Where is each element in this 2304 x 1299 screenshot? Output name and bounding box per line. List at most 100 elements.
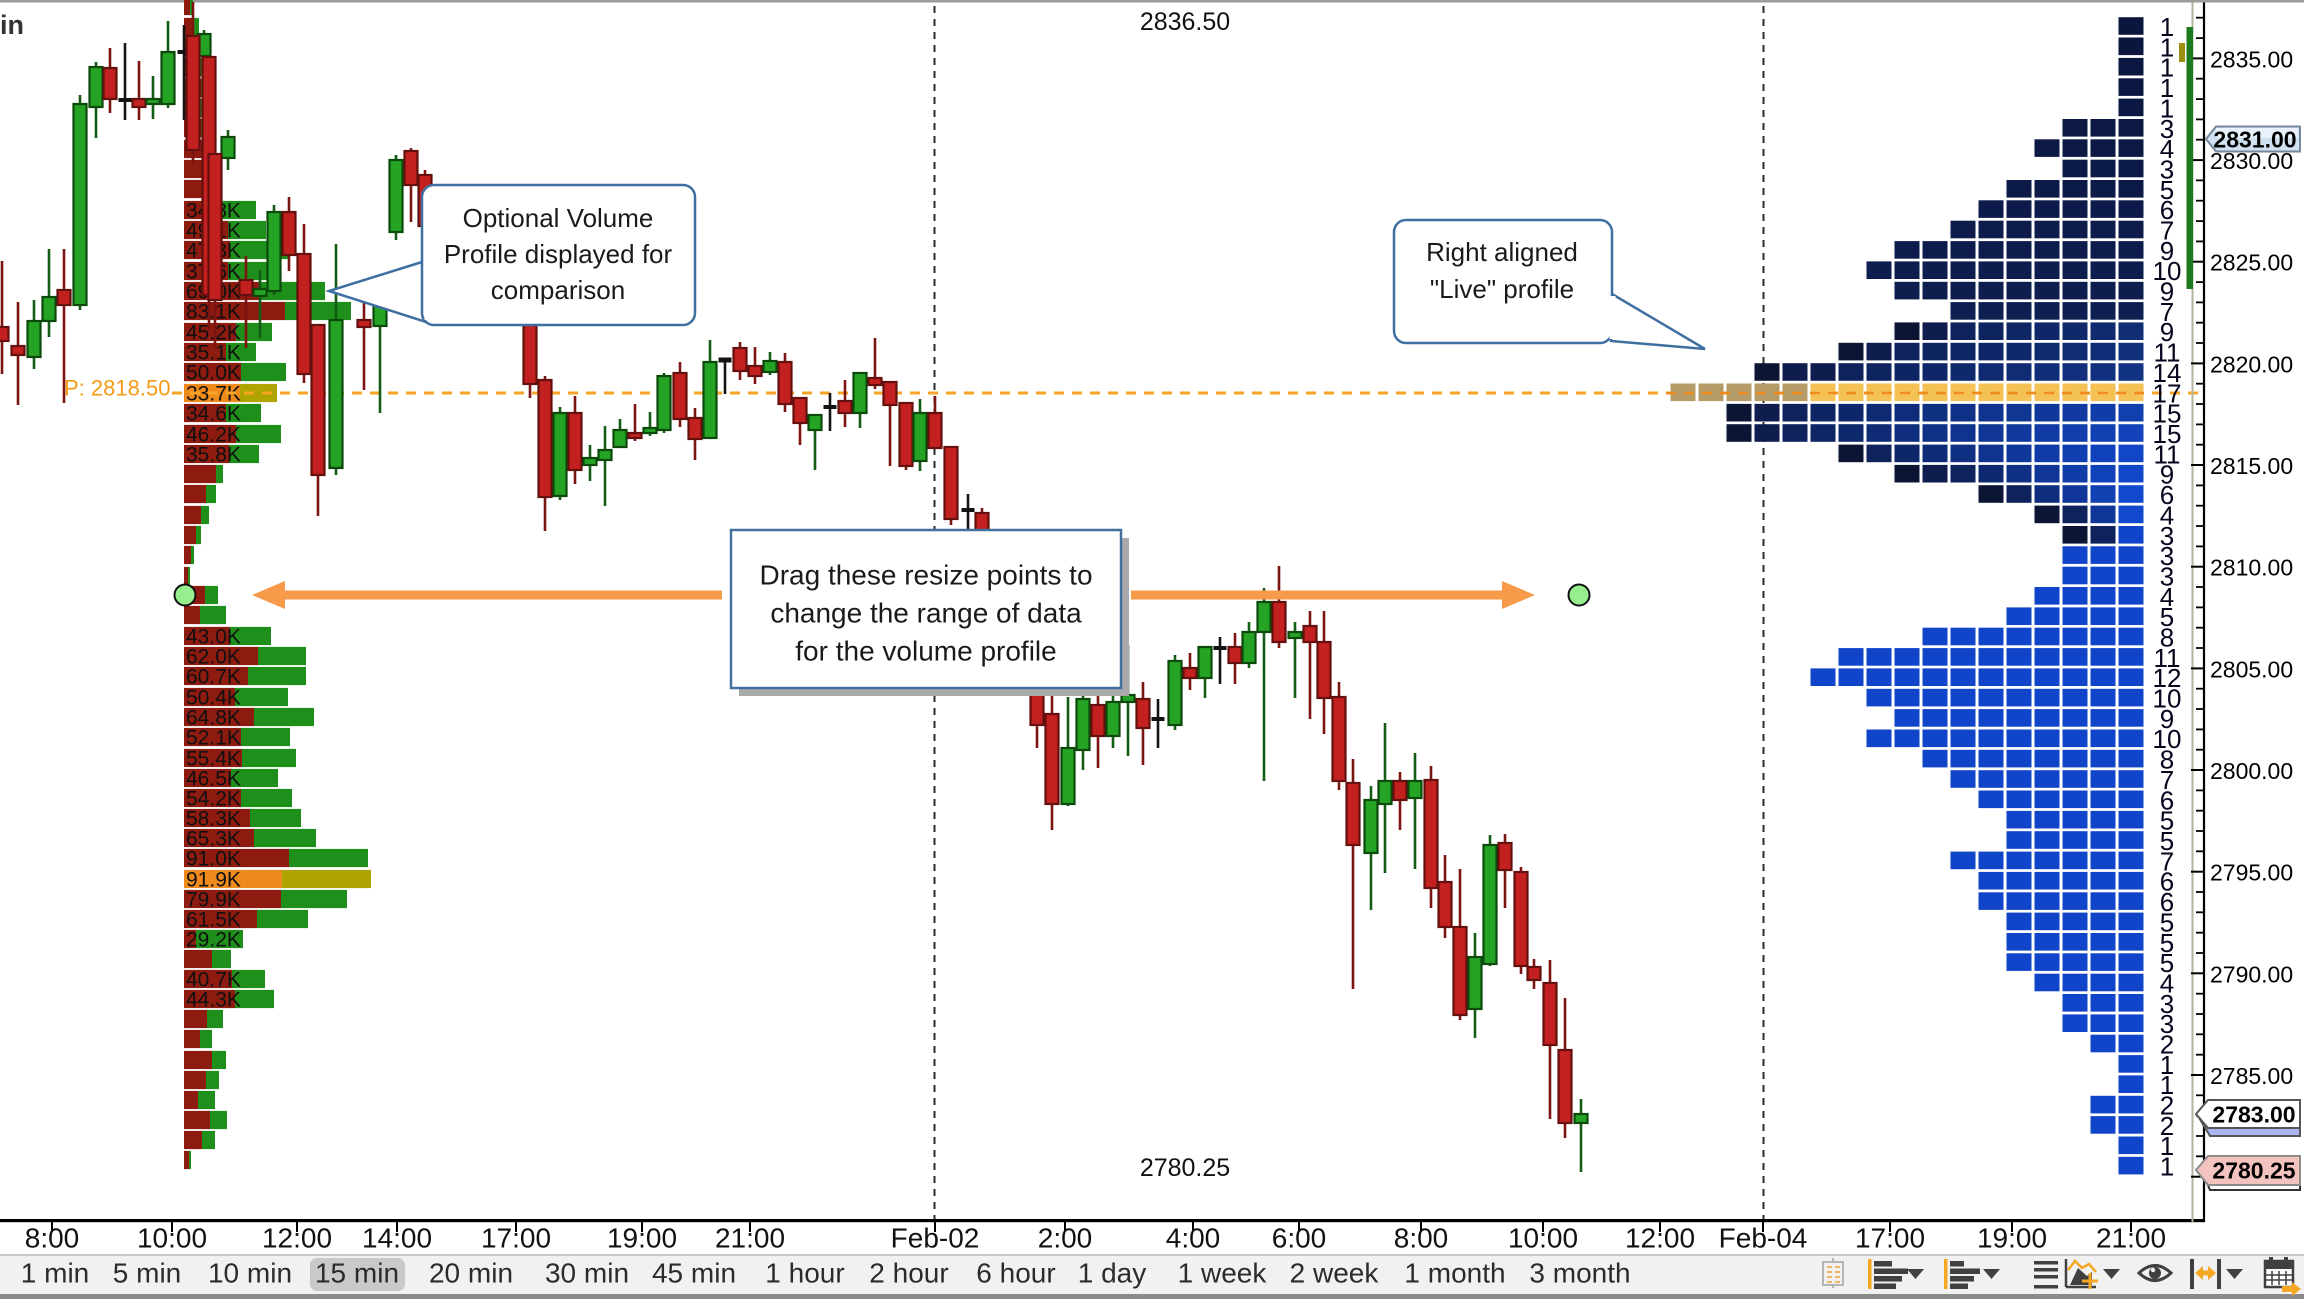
svg-text:2815.00: 2815.00 [2210,453,2293,479]
svg-text:9: 9 [2160,317,2174,347]
svg-text:50.0K: 50.0K [186,362,241,385]
svg-text:2810.00: 2810.00 [2210,555,2293,581]
svg-text:3: 3 [2160,521,2174,551]
svg-text:1 month: 1 month [1404,1258,1505,1289]
svg-text:9: 9 [2160,277,2174,307]
svg-text:1 min: 1 min [21,1258,89,1289]
svg-text:1: 1 [2160,53,2174,83]
svg-text:Feb-04: Feb-04 [1719,1223,1808,1254]
svg-text:2: 2 [2160,1091,2174,1121]
svg-text:11: 11 [2154,643,2181,673]
svg-text:14:00: 14:00 [362,1223,432,1254]
svg-text:30 min: 30 min [545,1258,629,1289]
svg-text:4: 4 [2160,500,2174,530]
svg-text:8: 8 [2160,623,2174,653]
svg-text:43.0K: 43.0K [186,626,241,649]
svg-text:10: 10 [2153,256,2182,286]
svg-text:21:00: 21:00 [2096,1223,2166,1254]
svg-text:8: 8 [2160,745,2174,775]
svg-text:2: 2 [2160,1111,2174,1141]
svg-text:2800.00: 2800.00 [2210,758,2293,784]
svg-text:12:00: 12:00 [1625,1223,1695,1254]
svg-text:46.2K: 46.2K [186,424,241,447]
svg-text:19:00: 19:00 [1977,1223,2047,1254]
svg-text:1 hour: 1 hour [765,1258,844,1289]
svg-text:5: 5 [2160,826,2174,856]
svg-text:10: 10 [2153,684,2182,714]
svg-text:7: 7 [2160,216,2174,246]
svg-text:45.2K: 45.2K [186,322,241,345]
svg-text:7: 7 [2160,297,2174,327]
svg-text:Drag these resize points to: Drag these resize points to [759,560,1092,591]
svg-text:8:00: 8:00 [25,1223,80,1254]
svg-text:2825.00: 2825.00 [2210,250,2293,276]
svg-text:35.1K: 35.1K [186,342,241,365]
svg-text:9: 9 [2160,460,2174,490]
svg-text:54.2K: 54.2K [186,788,241,811]
svg-text:58.3K: 58.3K [186,808,241,831]
svg-text:Feb-02: Feb-02 [891,1223,980,1254]
svg-text:Profile displayed for: Profile displayed for [444,239,673,269]
svg-text:6 hour: 6 hour [976,1258,1055,1289]
svg-text:52.1K: 52.1K [186,727,241,750]
svg-text:3: 3 [2160,541,2174,571]
svg-text:3: 3 [2160,989,2174,1019]
svg-text:91.9K: 91.9K [186,869,241,892]
svg-text:10: 10 [2153,724,2182,754]
svg-text:10:00: 10:00 [1508,1223,1578,1254]
svg-text:1 week: 1 week [1178,1258,1268,1289]
svg-text:6: 6 [2160,785,2174,815]
svg-text:6:00: 6:00 [1272,1223,1327,1254]
svg-text:65.3K: 65.3K [186,828,241,851]
svg-text:5: 5 [2160,175,2174,205]
svg-text:3: 3 [2160,114,2174,144]
svg-text:5: 5 [2160,907,2174,937]
svg-text:4:00: 4:00 [1166,1223,1221,1254]
svg-text:4: 4 [2160,134,2174,164]
svg-text:2785.00: 2785.00 [2210,1063,2293,1089]
svg-text:17:00: 17:00 [1855,1223,1925,1254]
svg-text:3: 3 [2160,1009,2174,1039]
svg-text:3: 3 [2160,562,2174,592]
svg-text:1: 1 [2160,1070,2174,1100]
svg-text:83.1K: 83.1K [186,301,241,324]
svg-text:5: 5 [2160,602,2174,632]
svg-text:6: 6 [2160,195,2174,225]
svg-text:50.4K: 50.4K [186,687,241,710]
svg-text:change the range of data: change the range of data [770,598,1082,629]
svg-text:15 min: 15 min [315,1258,399,1289]
svg-text:2780.25: 2780.25 [2212,1158,2295,1184]
svg-text:6: 6 [2160,867,2174,897]
svg-text:4: 4 [2160,582,2174,612]
svg-text:1: 1 [2160,1152,2174,1182]
svg-text:"Live" profile: "Live" profile [1430,274,1574,304]
svg-text:2836.50: 2836.50 [1140,8,1230,36]
svg-text:17:00: 17:00 [481,1223,551,1254]
svg-text:64.8K: 64.8K [186,707,241,730]
svg-text:for the volume profile: for the volume profile [795,636,1056,667]
svg-text:2780.25: 2780.25 [1140,1154,1230,1182]
svg-text:20 min: 20 min [429,1258,513,1289]
svg-text:4: 4 [2160,969,2174,999]
svg-text:79.9K: 79.9K [186,889,241,912]
svg-text:10:00: 10:00 [137,1223,207,1254]
svg-text:1 day: 1 day [1078,1258,1147,1289]
svg-text:10 min: 10 min [208,1258,292,1289]
svg-text:29.2K: 29.2K [186,929,241,952]
svg-text:Optional Volume: Optional Volume [463,203,654,233]
svg-text:60.7K: 60.7K [186,666,241,689]
svg-text:6: 6 [2160,480,2174,510]
svg-text:34.6K: 34.6K [186,403,241,426]
svg-text:comparison: comparison [491,275,625,305]
svg-text:5: 5 [2160,928,2174,958]
svg-text:15: 15 [2153,419,2182,449]
svg-text:44.3K: 44.3K [186,989,241,1012]
svg-text:15: 15 [2153,399,2182,429]
svg-text:1: 1 [2160,73,2174,103]
svg-text:1: 1 [2160,93,2174,123]
svg-text:6: 6 [2160,887,2174,917]
svg-text:P: 2818.50: P: 2818.50 [64,376,170,401]
svg-text:3: 3 [2160,155,2174,185]
svg-text:7: 7 [2160,846,2174,876]
svg-text:2835.00: 2835.00 [2210,46,2293,72]
